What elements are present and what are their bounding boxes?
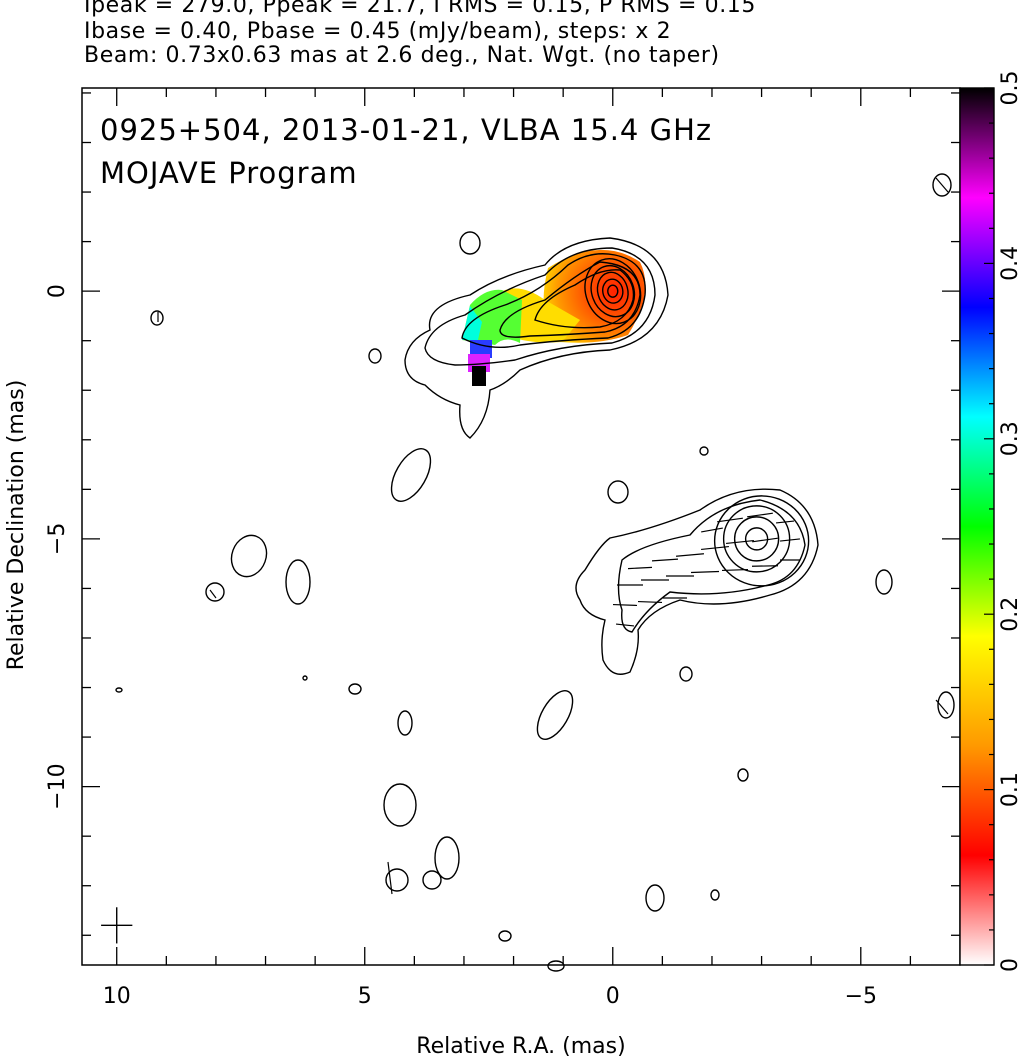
evpa-isolated-1 xyxy=(209,589,217,599)
noise-contour-7 xyxy=(607,480,629,504)
evpa-vector-10 xyxy=(690,570,720,574)
noise-contour-19 xyxy=(679,666,693,682)
noise-contour-14 xyxy=(385,868,409,892)
upper-contour-6 xyxy=(584,258,642,325)
pol-region-black xyxy=(472,366,486,386)
evpa-vector-0 xyxy=(627,566,653,570)
evpa-vector-15 xyxy=(637,600,663,604)
lower-contour-6 xyxy=(744,527,769,551)
colorbar-tick-label: 0.4 xyxy=(998,246,1021,281)
colorbar-ticks xyxy=(984,87,994,966)
lower-contour-outer xyxy=(575,488,819,675)
upper-contour-5 xyxy=(534,269,635,329)
noise-contour-22 xyxy=(699,446,709,456)
noise-contour-17 xyxy=(498,930,512,942)
contour-lines xyxy=(115,173,955,972)
noise-contour-4 xyxy=(230,534,268,578)
evpa-vector-4 xyxy=(726,539,754,545)
header-line-2: Ibase = 0.40, Pbase = 0.45 (mJy/beam), s… xyxy=(84,19,672,44)
axis-tick-labels: 10 5 0 −5 0 −5 −10 xyxy=(45,284,877,1009)
y-tick-label: −10 xyxy=(45,763,70,809)
lower-contour-3 xyxy=(713,495,810,587)
evpa-vector-21 xyxy=(701,527,723,533)
x-tick-label: 5 xyxy=(358,984,372,1009)
noise-contour-15 xyxy=(422,870,442,890)
noise-contour-26 xyxy=(302,675,308,681)
header-line-1: Ipeak = 279.0, Ppeak = 21.7, I RMS = 0.1… xyxy=(84,0,756,18)
colorbar-gradient xyxy=(959,87,995,966)
evpa-vector-1 xyxy=(651,558,679,562)
noise-contour-5 xyxy=(285,559,311,605)
chart-subtitle: MOJAVE Program xyxy=(100,156,358,190)
lower-contour-4 xyxy=(722,505,791,573)
evpa-vector-11 xyxy=(721,568,749,572)
evpa-vector-14 xyxy=(612,603,638,607)
x-tick-label: 10 xyxy=(103,984,131,1009)
axis-ticks xyxy=(82,88,960,965)
upper-contour-9 xyxy=(602,278,624,304)
evpa-vector-6 xyxy=(779,538,801,542)
evpa-vector-18 xyxy=(747,512,773,518)
evpa-vector-19 xyxy=(775,520,795,524)
upper-contour-7 xyxy=(590,264,636,318)
upper-contour-3 xyxy=(461,253,646,348)
x-axis-label: Relative R.A. (mas) xyxy=(416,1034,625,1059)
noise-contour-9 xyxy=(875,569,893,595)
noise-contour-3 xyxy=(390,448,432,502)
upper-contour-8 xyxy=(596,271,629,311)
colorbar: 0 0.1 0.2 0.3 0.4 0.5 xyxy=(959,71,1021,973)
evpa-isolated-3 xyxy=(935,177,949,193)
polarization-vectors xyxy=(157,177,949,895)
colorbar-tick-labels: 0 0.1 0.2 0.3 0.4 0.5 xyxy=(998,71,1021,973)
upper-contour-outer xyxy=(404,237,669,439)
y-axis-label: Relative Declination (mas) xyxy=(4,380,29,671)
x-tick-label: 0 xyxy=(606,984,620,1009)
upper-contour-10 xyxy=(607,284,619,298)
colorbar-tick-label: 0.3 xyxy=(998,421,1021,456)
upper-contour-2 xyxy=(424,247,656,366)
evpa-isolated-2 xyxy=(387,861,393,895)
evpa-vector-2 xyxy=(676,553,704,557)
chart-title: 0925+504, 2013-01-21, VLBA 15.4 GHz xyxy=(100,113,712,147)
colorbar-tick-label: 0.2 xyxy=(998,597,1021,632)
noise-contour-6 xyxy=(205,582,225,602)
x-tick-label: −5 xyxy=(845,984,877,1009)
colorbar-tick-label: 0.5 xyxy=(998,71,1021,106)
noise-contour-12 xyxy=(383,783,417,827)
noise-contour-2 xyxy=(150,310,164,326)
noise-contour-1 xyxy=(368,348,382,364)
y-tick-label: −5 xyxy=(45,523,70,555)
noise-contour-21 xyxy=(737,768,749,782)
beam-marker xyxy=(101,907,133,944)
plot-frame xyxy=(81,87,961,966)
noise-contour-8 xyxy=(932,173,952,197)
noise-contour-24 xyxy=(547,960,565,972)
noise-contour-25 xyxy=(115,687,123,693)
evpa-vector-17 xyxy=(717,517,743,523)
pol-region-blue xyxy=(470,340,492,358)
colorbar-tick-label: 0.1 xyxy=(998,772,1021,807)
colorbar-tick-label: 0 xyxy=(998,958,1021,972)
noise-contour-20 xyxy=(937,691,955,719)
noise-contour-11 xyxy=(397,710,413,736)
header-line-3: Beam: 0.73x0.63 mas at 2.6 deg., Nat. Wg… xyxy=(84,43,720,68)
pol-region-jet-cyan xyxy=(462,306,482,340)
evpa-vector-20 xyxy=(615,623,635,627)
noise-contour-10 xyxy=(536,690,574,740)
noise-contour-13 xyxy=(434,836,460,880)
lower-contour-5 xyxy=(733,516,780,562)
evpa-isolated-4 xyxy=(935,699,949,715)
y-tick-label: 0 xyxy=(45,284,70,298)
evpa-vector-5 xyxy=(752,537,778,543)
noise-contour-18 xyxy=(348,683,362,695)
noise-contour-16 xyxy=(645,884,665,912)
evpa-vector-3 xyxy=(701,545,729,551)
noise-contour-0 xyxy=(459,231,481,255)
noise-contour-23 xyxy=(710,889,720,901)
